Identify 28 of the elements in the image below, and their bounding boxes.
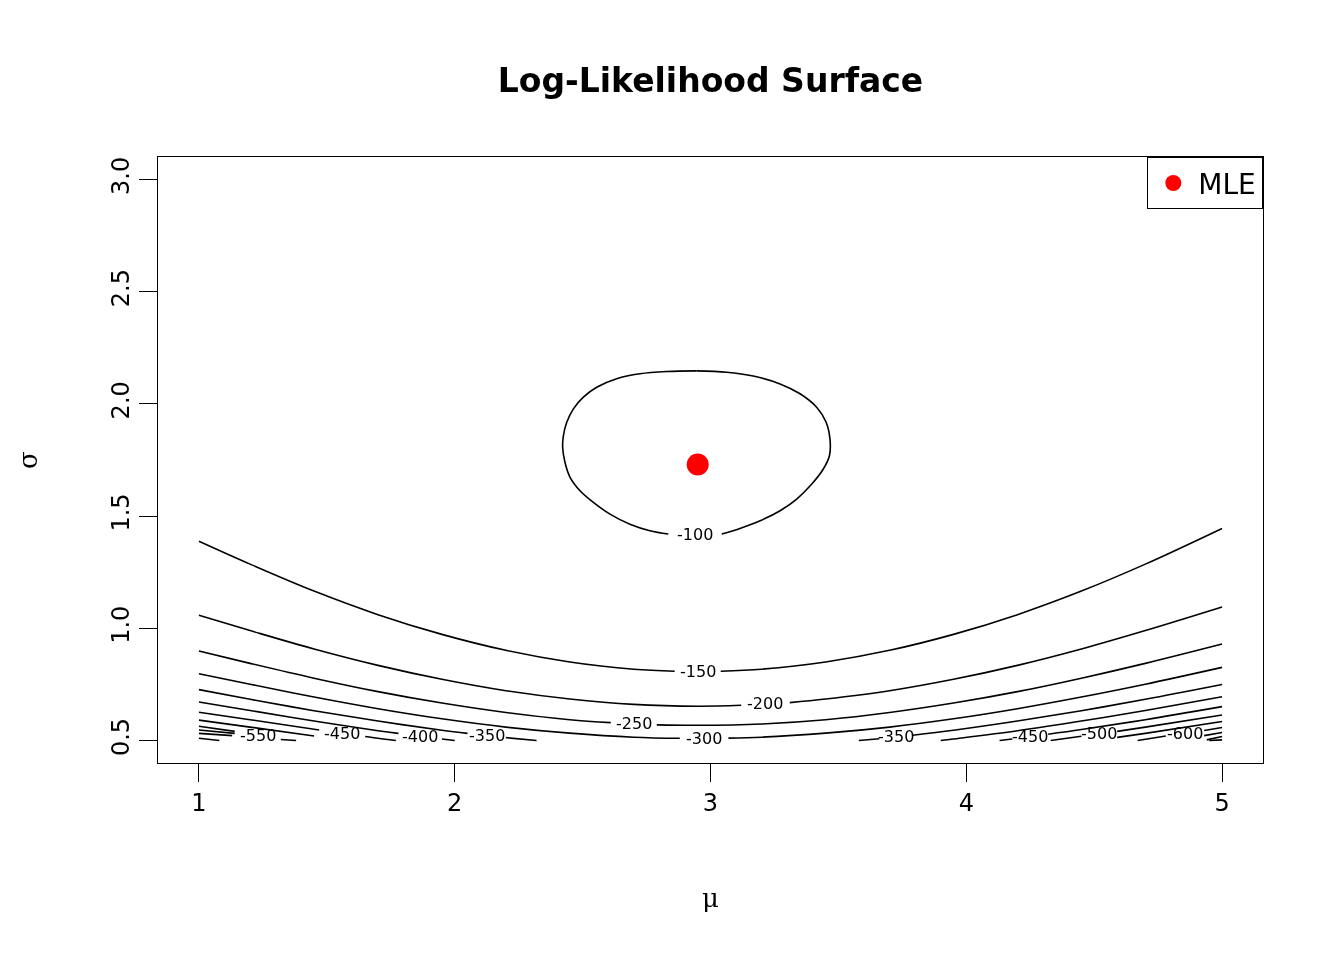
x-tick-label: 2	[447, 788, 463, 817]
series-label: -250	[616, 714, 653, 733]
chart-title: Log-Likelihood Surface	[497, 60, 924, 100]
series-label: -450	[324, 724, 361, 743]
series-label: -550	[240, 726, 277, 745]
x-tick-label: 5	[1214, 788, 1230, 817]
y-tick-label: 2.0	[107, 381, 136, 420]
series-label: -150	[680, 662, 717, 681]
series-label: -500	[1081, 724, 1118, 743]
x-tick-label: 4	[958, 788, 974, 817]
x-tick-label: 1	[191, 788, 207, 817]
series-label: -350	[469, 726, 506, 745]
y-tick-label: 1.5	[107, 493, 136, 532]
series-label: -200	[747, 694, 784, 713]
series-label: -350	[878, 727, 915, 746]
y-tick-label: 3.0	[107, 156, 136, 195]
series-label: -100	[677, 525, 714, 544]
x-axis-title: μ	[702, 882, 719, 913]
series-label: -450	[1012, 727, 1049, 746]
y-tick-label: 1.0	[107, 605, 136, 644]
series-label: -600	[1167, 724, 1204, 743]
y-axis-title: σ	[12, 451, 43, 469]
legend-label: MLE	[1198, 167, 1256, 201]
series-label: -300	[686, 729, 723, 748]
x-tick-label: 3	[702, 788, 719, 817]
series-label: -400	[402, 727, 439, 746]
y-tick-label: 0.5	[107, 717, 136, 757]
y-tick-label: 2.5	[107, 268, 136, 308]
